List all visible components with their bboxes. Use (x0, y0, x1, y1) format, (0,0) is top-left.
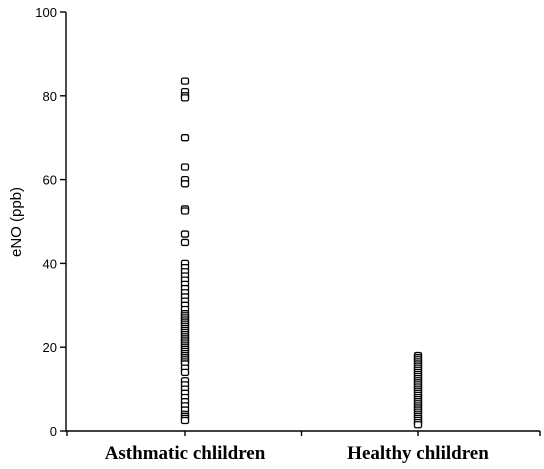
y-tick-label: 20 (43, 340, 57, 355)
asthmatic-data-point (180, 368, 190, 376)
data-points (180, 77, 423, 429)
asthmatic-data-point (180, 416, 190, 425)
y-tick-label: 40 (43, 256, 57, 271)
asthmatic-data-point (180, 207, 190, 215)
asthmatic-data-point (180, 163, 190, 171)
y-tick-label: 60 (43, 173, 57, 188)
tick-group: 0 20 40 60 80 100 Asthmatic chlildren Healthy c… (35, 5, 541, 464)
x-category-label: Healthy chlildren (347, 443, 489, 464)
asthmatic-data-point (180, 77, 190, 85)
asthmatic-data-point (180, 230, 190, 238)
y-tick-label: 80 (43, 89, 57, 104)
asthmatic-data-point (180, 134, 190, 142)
y-axis-label: eNO (ppb) (8, 187, 25, 257)
asthmatic-data-point (180, 180, 190, 188)
y-tick-label: 100 (35, 5, 57, 20)
y-tick-label: 0 (50, 424, 57, 439)
asthmatic-data-point (180, 238, 190, 247)
x-category-label: Asthmatic chlildren (105, 443, 266, 464)
asthmatic-data-point (180, 94, 190, 102)
healthy-data-point (413, 421, 423, 429)
